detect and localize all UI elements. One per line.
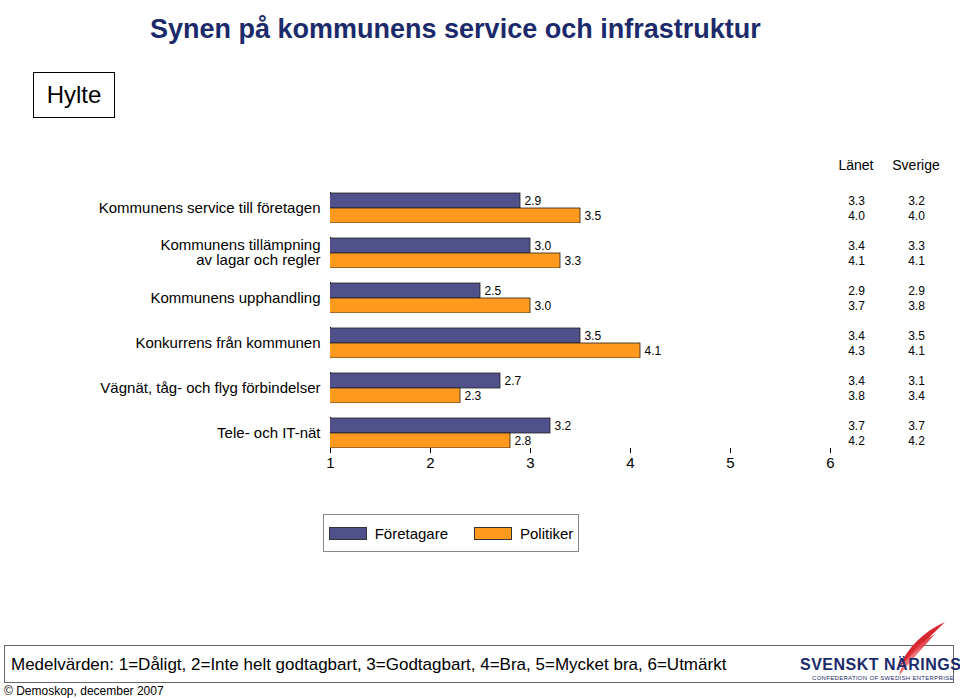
html-text:Politiker: Politiker: [520, 524, 574, 542]
svg-text:2.5: 2.5: [485, 284, 502, 298]
svg-text:1: 1: [326, 454, 334, 471]
svg-text:3.4: 3.4: [848, 329, 865, 343]
svg-text:2.8: 2.8: [515, 434, 532, 448]
svg-text:4.1: 4.1: [848, 254, 865, 268]
svg-text:Kommunens service till företag: Kommunens service till företagen: [99, 199, 321, 216]
svg-text:4.1: 4.1: [645, 344, 662, 358]
svg-text:Kommunens upphandling: Kommunens upphandling: [150, 289, 320, 306]
svg-text:3.8: 3.8: [848, 389, 865, 403]
svg-text:5: 5: [726, 454, 734, 471]
svg-text:2.7: 2.7: [505, 374, 522, 388]
html-text:CONFEDERATION OF SWEDISH ENTER: CONFEDERATION OF SWEDISH ENTERPRISE: [812, 675, 954, 681]
svg-text:4.1: 4.1: [908, 254, 925, 268]
svg-text:4.0: 4.0: [848, 209, 865, 223]
svg-text:3.7: 3.7: [908, 419, 925, 433]
svg-text:3.4: 3.4: [908, 389, 925, 403]
svg-text:3.5: 3.5: [908, 329, 925, 343]
svg-text:4.3: 4.3: [848, 344, 865, 358]
svg-text:3.7: 3.7: [848, 419, 865, 433]
svg-text:Kommunens tillämpningav lagar: Kommunens tillämpningav lagar och regler: [160, 236, 320, 268]
svg-text:3.3: 3.3: [565, 254, 582, 268]
svg-text:3.2: 3.2: [908, 194, 925, 208]
svg-text:3: 3: [526, 454, 534, 471]
svg-text:4.2: 4.2: [908, 434, 925, 448]
svg-text:2.9: 2.9: [908, 284, 925, 298]
svg-text:3.7: 3.7: [848, 299, 865, 313]
html-text:Företagare: Företagare: [374, 524, 448, 542]
html-text:Länet: Länet: [838, 157, 874, 173]
svg-text:3.1: 3.1: [908, 374, 925, 388]
svg-text:4.2: 4.2: [848, 434, 865, 448]
svg-text:3.5: 3.5: [585, 329, 602, 343]
svg-text:2.9: 2.9: [848, 284, 865, 298]
svg-text:2.9: 2.9: [525, 194, 542, 208]
svg-text:6: 6: [826, 454, 834, 471]
svg-text:4.0: 4.0: [908, 209, 925, 223]
svg-text:3.4: 3.4: [848, 374, 865, 388]
svg-text:3.2: 3.2: [555, 419, 572, 433]
html-text:Hylte: Hylte: [46, 81, 102, 108]
svg-text:3.8: 3.8: [908, 299, 925, 313]
svg-text:3.5: 3.5: [585, 209, 602, 223]
svg-text:4.1: 4.1: [908, 344, 925, 358]
html-text:Sverige: Sverige: [892, 157, 940, 173]
html-text:Medelvärden: 1=Dåligt, 2=Inte: Medelvärden: 1=Dåligt, 2=Inte helt godta…: [11, 655, 727, 674]
svg-text:3.4: 3.4: [848, 239, 865, 253]
svg-text:3.3: 3.3: [908, 239, 925, 253]
svg-text:4: 4: [626, 454, 634, 471]
html-text:Synen på kommunens service och: Synen på kommunens service och infrastru…: [150, 14, 761, 44]
svg-text:Konkurrens från kommunen: Konkurrens från kommunen: [135, 334, 320, 351]
svg-text:3.0: 3.0: [535, 299, 552, 313]
svg-text:2: 2: [426, 454, 434, 471]
svg-text:3.0: 3.0: [535, 239, 552, 253]
html-text:© Demoskop, december 2007: © Demoskop, december 2007: [4, 684, 164, 698]
svg-text:2.3: 2.3: [465, 389, 482, 403]
svg-text:3.3: 3.3: [848, 194, 865, 208]
svg-text:Tele- och IT-nät: Tele- och IT-nät: [217, 424, 321, 441]
svg-text:Vägnät, tåg- och flyg förbinde: Vägnät, tåg- och flyg förbindelser: [100, 379, 320, 396]
